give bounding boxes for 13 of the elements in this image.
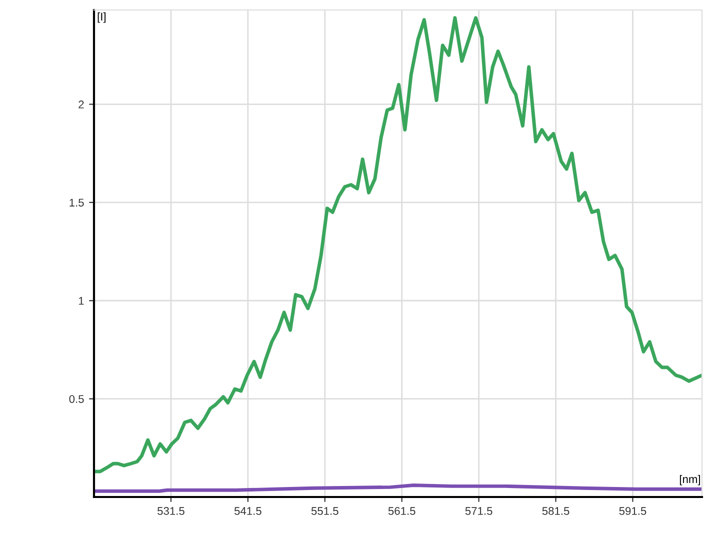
y-tick-label: 2	[78, 100, 84, 108]
x-tick-label: 571.5	[465, 507, 492, 515]
y-axis-title: [I]	[98, 12, 106, 23]
x-axis-title: [nm]	[680, 474, 700, 486]
y-tick-label: 1	[78, 297, 84, 305]
x-tick-label: 591.5	[619, 507, 646, 515]
x-tick-label: 561.5	[388, 507, 416, 515]
x-tick-label: 541.5	[234, 507, 262, 515]
y-tick-label: 0.5	[69, 395, 84, 403]
y-tick-label: 1.5	[70, 198, 84, 207]
x-tick-label: 551.5	[311, 507, 338, 515]
x-tick-label: 531.5	[158, 507, 184, 515]
x-tick-label: 581.5	[542, 507, 570, 515]
